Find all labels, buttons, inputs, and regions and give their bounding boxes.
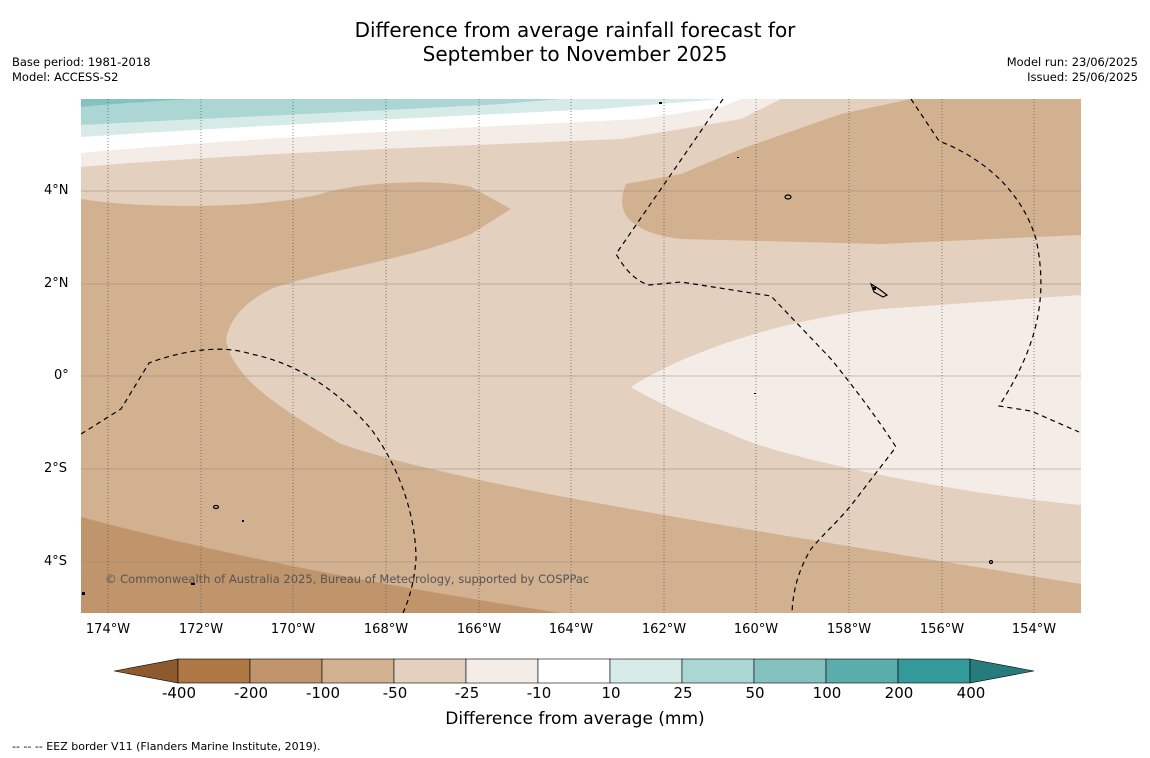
cbar-tick-1: -200 xyxy=(233,684,269,702)
colorbar-segment-6 xyxy=(609,658,683,684)
title-line-2: September to November 2025 xyxy=(422,42,728,66)
lon-label-174w: 174°W xyxy=(85,622,131,637)
map-svg xyxy=(81,99,1081,613)
eez-footnote: -- -- -- EEZ border V11 (Flanders Marine… xyxy=(12,740,321,753)
cbar-tick-6: 10 xyxy=(601,684,621,702)
model-run: Model run: 23/06/2025 xyxy=(1006,55,1138,69)
colorbar-segment-2 xyxy=(321,658,395,684)
colorbar-segment-8 xyxy=(753,658,827,684)
lon-label-162w: 162°W xyxy=(641,622,687,637)
colorbar-segment-5 xyxy=(537,658,611,684)
eez-borders xyxy=(81,99,1080,613)
colorbar xyxy=(114,658,1035,684)
lon-label-160w: 160°W xyxy=(733,622,779,637)
chart-title: Difference from average rainfall forecas… xyxy=(0,18,1150,66)
colorbar-segment-9 xyxy=(825,658,899,684)
cbar-tick-7: 25 xyxy=(673,684,693,702)
cbar-tick-10: 200 xyxy=(884,684,914,702)
band-minus25-east xyxy=(631,295,1081,505)
lat-gridlines xyxy=(81,190,1081,563)
model-name: Model: ACCESS-S2 xyxy=(12,70,119,84)
lon-label-168w: 168°W xyxy=(363,622,409,637)
meta-right: Model run: 23/06/2025 Issued: 25/06/2025 xyxy=(1007,55,1138,85)
small-islands xyxy=(82,102,876,595)
islands xyxy=(212,194,994,565)
colorbar-arrow-low xyxy=(114,658,179,684)
cbar-tick-5: -10 xyxy=(526,684,552,702)
colorbar-segment-4 xyxy=(465,658,539,684)
colorbar-segment-7 xyxy=(681,658,755,684)
lat-label-2s: 2°S xyxy=(44,461,68,476)
lon-label-154w: 154°W xyxy=(1011,622,1057,637)
forecast-map xyxy=(81,99,1081,613)
lon-label-172w: 172°W xyxy=(178,622,224,637)
colorbar-segment-3 xyxy=(393,658,467,684)
cbar-tick-8: 50 xyxy=(745,684,765,702)
colorbar-segments xyxy=(114,658,1035,684)
cbar-tick-2: -100 xyxy=(305,684,341,702)
band-plus50 xyxy=(81,99,191,107)
cbar-tick-0: -400 xyxy=(161,684,197,702)
map-credit: © Commonwealth of Australia 2025, Bureau… xyxy=(105,572,590,586)
lon-label-156w: 156°W xyxy=(919,622,965,637)
colorbar-segment-1 xyxy=(249,658,323,684)
cbar-tick-4: -25 xyxy=(454,684,480,702)
lon-label-166w: 166°W xyxy=(456,622,502,637)
cbar-tick-9: 100 xyxy=(812,684,842,702)
title-line-1: Difference from average rainfall forecas… xyxy=(354,18,796,42)
lon-label-170w: 170°W xyxy=(270,622,316,637)
lat-label-4n: 4°N xyxy=(44,183,69,198)
issued-date: Issued: 25/06/2025 xyxy=(1027,70,1138,84)
colorbar-title: Difference from average (mm) xyxy=(445,709,705,729)
lon-label-158w: 158°W xyxy=(826,622,872,637)
colorbar-segment-10 xyxy=(897,658,971,684)
lat-label-4s: 4°S xyxy=(44,554,68,569)
cbar-tick-11: 400 xyxy=(956,684,986,702)
lat-label-0: 0° xyxy=(54,368,69,383)
base-period: Base period: 1981-2018 xyxy=(12,55,151,69)
colorbar-arrow-high xyxy=(969,658,1035,684)
lon-label-164w: 164°W xyxy=(548,622,594,637)
meta-left: Base period: 1981-2018 Model: ACCESS-S2 xyxy=(12,55,151,85)
lat-label-2n: 2°N xyxy=(44,276,69,291)
cbar-tick-3: -50 xyxy=(382,684,408,702)
colorbar-segment-0 xyxy=(177,658,251,684)
